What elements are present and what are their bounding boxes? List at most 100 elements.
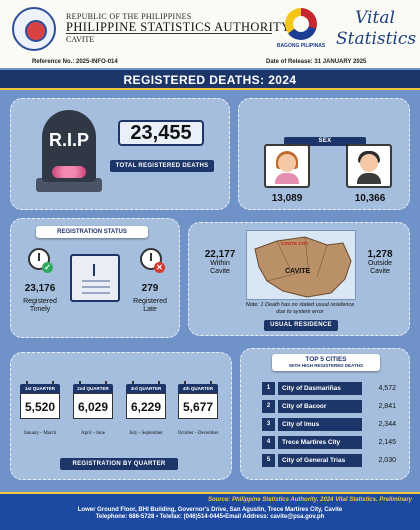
residence-note-line-1: Note: 1 Death has no stated usual reside… — [245, 302, 355, 308]
city-name: Trece Martires City — [278, 436, 362, 449]
late-label-line-2: Late — [143, 306, 157, 313]
female-face — [278, 154, 296, 172]
q4-value: 5,677 — [178, 393, 218, 419]
sex-title: SEX — [284, 137, 366, 146]
list-item: 3 City of Imus 2,344 — [262, 418, 402, 431]
cavite-province-shape — [254, 236, 352, 298]
calendar-icon: 2nd QUARTER 6,029 — [73, 381, 113, 420]
document-line — [82, 280, 110, 282]
q2-value: 6,029 — [73, 393, 113, 419]
address-line-2: Telephone: 686-5728 • Telefax: (046)514-… — [95, 514, 325, 520]
city-rank: 2 — [262, 400, 275, 413]
document-icon — [70, 254, 120, 302]
document-cross-icon — [93, 264, 99, 276]
list-item: 5 City of General Trias 2,030 — [262, 454, 402, 467]
bagong-pilipinas-emblem — [285, 8, 317, 40]
registration-status-title: REGISTRATION STATUS — [36, 226, 148, 238]
q1-head: 1st QUARTER — [20, 384, 60, 393]
q2-range: April - June — [81, 431, 105, 436]
map-cavite-city-label: CAVITE CITY — [281, 241, 309, 246]
city-value: 2,841 — [378, 403, 396, 410]
outside-cavite-label: Outside Cavite — [358, 260, 402, 276]
residence-note: Note: 1 Death has no stated usual reside… — [222, 302, 378, 315]
within-label-line-2: Cavite — [210, 268, 230, 275]
bagong-pilipinas-text: BAGONG PILIPINAS — [276, 43, 326, 49]
flowers-icon — [52, 166, 86, 178]
q3-range: July - September — [129, 431, 163, 436]
bagong-pilipinas-logo: BAGONG PILIPINAS — [276, 6, 326, 54]
within-cavite-value: 22,177 — [204, 249, 236, 260]
psa-seal-logo — [12, 7, 56, 51]
male-face — [360, 154, 378, 172]
city-name: City of Imus — [278, 418, 362, 431]
within-cavite-label: Within Cavite — [196, 260, 244, 276]
contact-address: Lower Ground Floor, BHI Building, Govern… — [0, 507, 420, 521]
city-value: 4,572 — [378, 385, 396, 392]
cavite-map-svg: CAVITE CAVITE CITY — [254, 236, 352, 298]
tombstone-icon: R.I.P — [36, 110, 102, 192]
total-deaths-value: 23,455 — [118, 120, 204, 146]
q4-head: 4th QUARTER — [178, 384, 218, 393]
q3-head: 3rd QUARTER — [126, 384, 166, 393]
list-item: 2 City of Bacoor 2,841 — [262, 400, 402, 413]
q1-value: 5,520 — [20, 393, 60, 419]
city-rank: 5 — [262, 454, 275, 467]
usual-residence-title: USUAL RESIDENCE — [264, 320, 338, 331]
late-value: 279 — [141, 283, 159, 294]
reference-row: Reference No.: 2025-INFO-014 Date of Rel… — [0, 58, 420, 68]
calendar-icon: 1st QUARTER 5,520 — [20, 381, 60, 420]
release-date: Date of Release: 31 JANUARY 2025 — [266, 59, 367, 65]
outside-label-line-1: Outside — [367, 260, 393, 267]
q2-head: 2nd QUARTER — [73, 384, 113, 393]
city-name: City of Bacoor — [278, 400, 362, 413]
calendar-icon: 4th QUARTER 5,677 — [178, 381, 218, 420]
registration-status-panel — [10, 218, 180, 338]
check-badge-icon: ✓ — [42, 262, 53, 273]
document-line — [82, 292, 110, 294]
top-cities-title: TOP 5 CITIES WITH HIGH REGISTERED DEATHS — [272, 354, 380, 371]
city-rank: 4 — [262, 436, 275, 449]
calendar-rings — [184, 381, 212, 386]
vital-line-1: Vital — [355, 8, 395, 28]
top-cities-subtitle: WITH HIGH REGISTERED DEATHS — [289, 363, 363, 368]
late-label: Registered Late — [124, 298, 176, 314]
header: REPUBLIC OF THE PHILIPPINES PHILIPPINE S… — [0, 0, 420, 58]
list-item: 1 City of Dasmariñas 4,572 — [262, 382, 402, 395]
vital-line-2: Statistics — [336, 29, 417, 49]
republic-text: REPUBLIC OF THE PHILIPPINES — [66, 12, 192, 21]
registration-by-quarter-title: REGISTRATION BY QUARTER — [60, 458, 178, 470]
city-value: 2,030 — [378, 457, 396, 464]
rip-text: R.I.P — [48, 130, 89, 150]
city-value: 2,145 — [378, 439, 396, 446]
late-label-line-1: Registered — [133, 298, 167, 305]
female-body — [275, 173, 299, 184]
female-portrait-icon — [264, 144, 310, 188]
calendar-rings — [132, 381, 160, 386]
municipal-boundaries — [266, 236, 328, 282]
timely-label-line-1: Registered — [23, 298, 57, 305]
header-divider — [66, 33, 272, 34]
timely-label-line-2: Timely — [29, 306, 51, 313]
source-note: Source: Philippine Statistics Authority.… — [207, 497, 412, 503]
q4-range: October - December — [177, 431, 219, 436]
office-name: CAVITE — [66, 35, 95, 44]
timely-label: Registered Timely — [14, 298, 66, 314]
map-cavite-label: CAVITE — [285, 268, 310, 275]
address-line-1: Lower Ground Floor, BHI Building, Govern… — [77, 507, 343, 513]
female-deaths-value: 13,089 — [271, 193, 303, 204]
male-body — [357, 173, 381, 184]
male-portrait-icon — [346, 144, 392, 188]
residence-note-line-2: due to system error — [276, 308, 324, 315]
agency-name: PHILIPPINE STATISTICS AUTHORITY — [66, 20, 291, 34]
reference-number: Reference No.: 2025-INFO-014 — [32, 59, 118, 65]
outside-cavite-value: 1,278 — [367, 249, 393, 260]
page-title: REGISTERED DEATHS: 2024 — [0, 70, 420, 90]
city-rank: 3 — [262, 418, 275, 431]
top-cities-heading: TOP 5 CITIES — [305, 356, 347, 363]
q1-range: January - March — [23, 431, 57, 436]
timely-value: 23,176 — [24, 283, 56, 294]
vital-statistics-title: Vital Statistics — [336, 8, 417, 50]
male-deaths-value: 10,366 — [354, 193, 386, 204]
calendar-rings — [79, 381, 107, 386]
list-item: 4 Trece Martires City 2,145 — [262, 436, 402, 449]
